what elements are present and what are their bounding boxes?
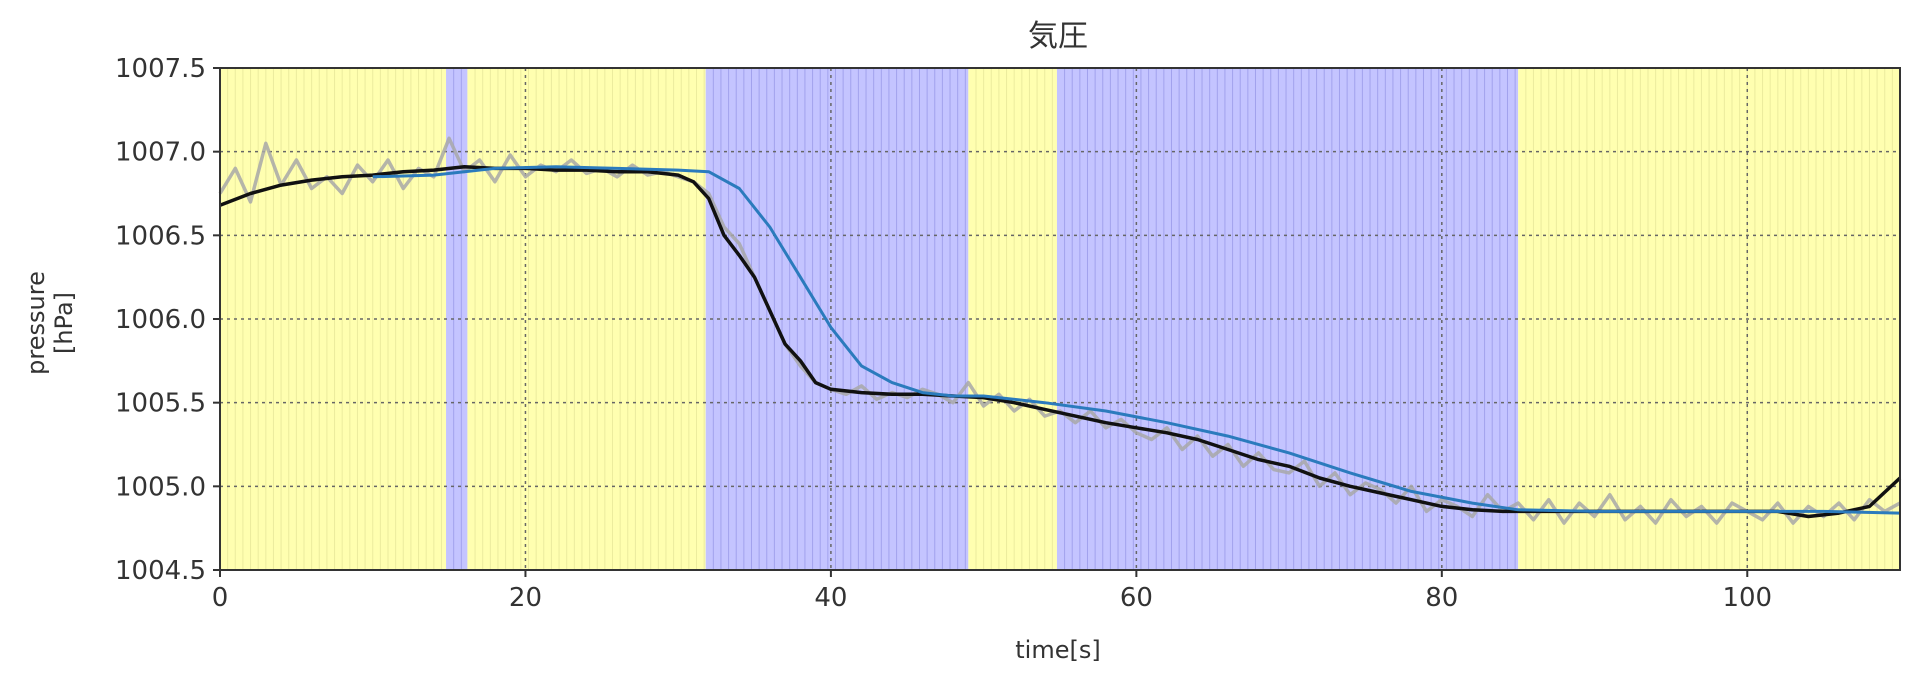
series-trend-line <box>372 165 1901 515</box>
tick-marks: 0 20 40 60 80 100 1004.5 1005.0 1005.5 1006.0 1006… <box>115 54 1772 613</box>
band-blue-1 <box>446 68 468 570</box>
y-tick-label: 1004.5 <box>115 556 206 586</box>
y-tick-label: 1006.0 <box>115 305 206 335</box>
y-tick-label: 1005.0 <box>115 472 206 502</box>
y-tick-label: 1005.5 <box>115 389 206 419</box>
band-blue-5 <box>1056 68 1519 570</box>
x-axis-label: time[s] <box>1015 636 1100 664</box>
x-tick-label: 80 <box>1425 583 1458 613</box>
chart-title: 気圧 <box>1028 19 1088 54</box>
y-tick-label: 1007.0 <box>115 138 206 168</box>
series-lines <box>218 136 1902 525</box>
x-tick-label: 60 <box>1120 583 1153 613</box>
x-tick-label: 40 <box>814 583 847 613</box>
y-tick-label: 1007.5 <box>115 54 206 84</box>
y-axis-label-line-1: pressure <box>22 271 50 375</box>
y-tick-label: 1006.5 <box>115 221 206 251</box>
x-tick-label: 20 <box>509 583 542 613</box>
y-axis-label-line-2: [hPa] <box>50 292 78 354</box>
x-tick-label: 100 <box>1722 583 1772 613</box>
x-tick-label: 0 <box>212 583 229 613</box>
